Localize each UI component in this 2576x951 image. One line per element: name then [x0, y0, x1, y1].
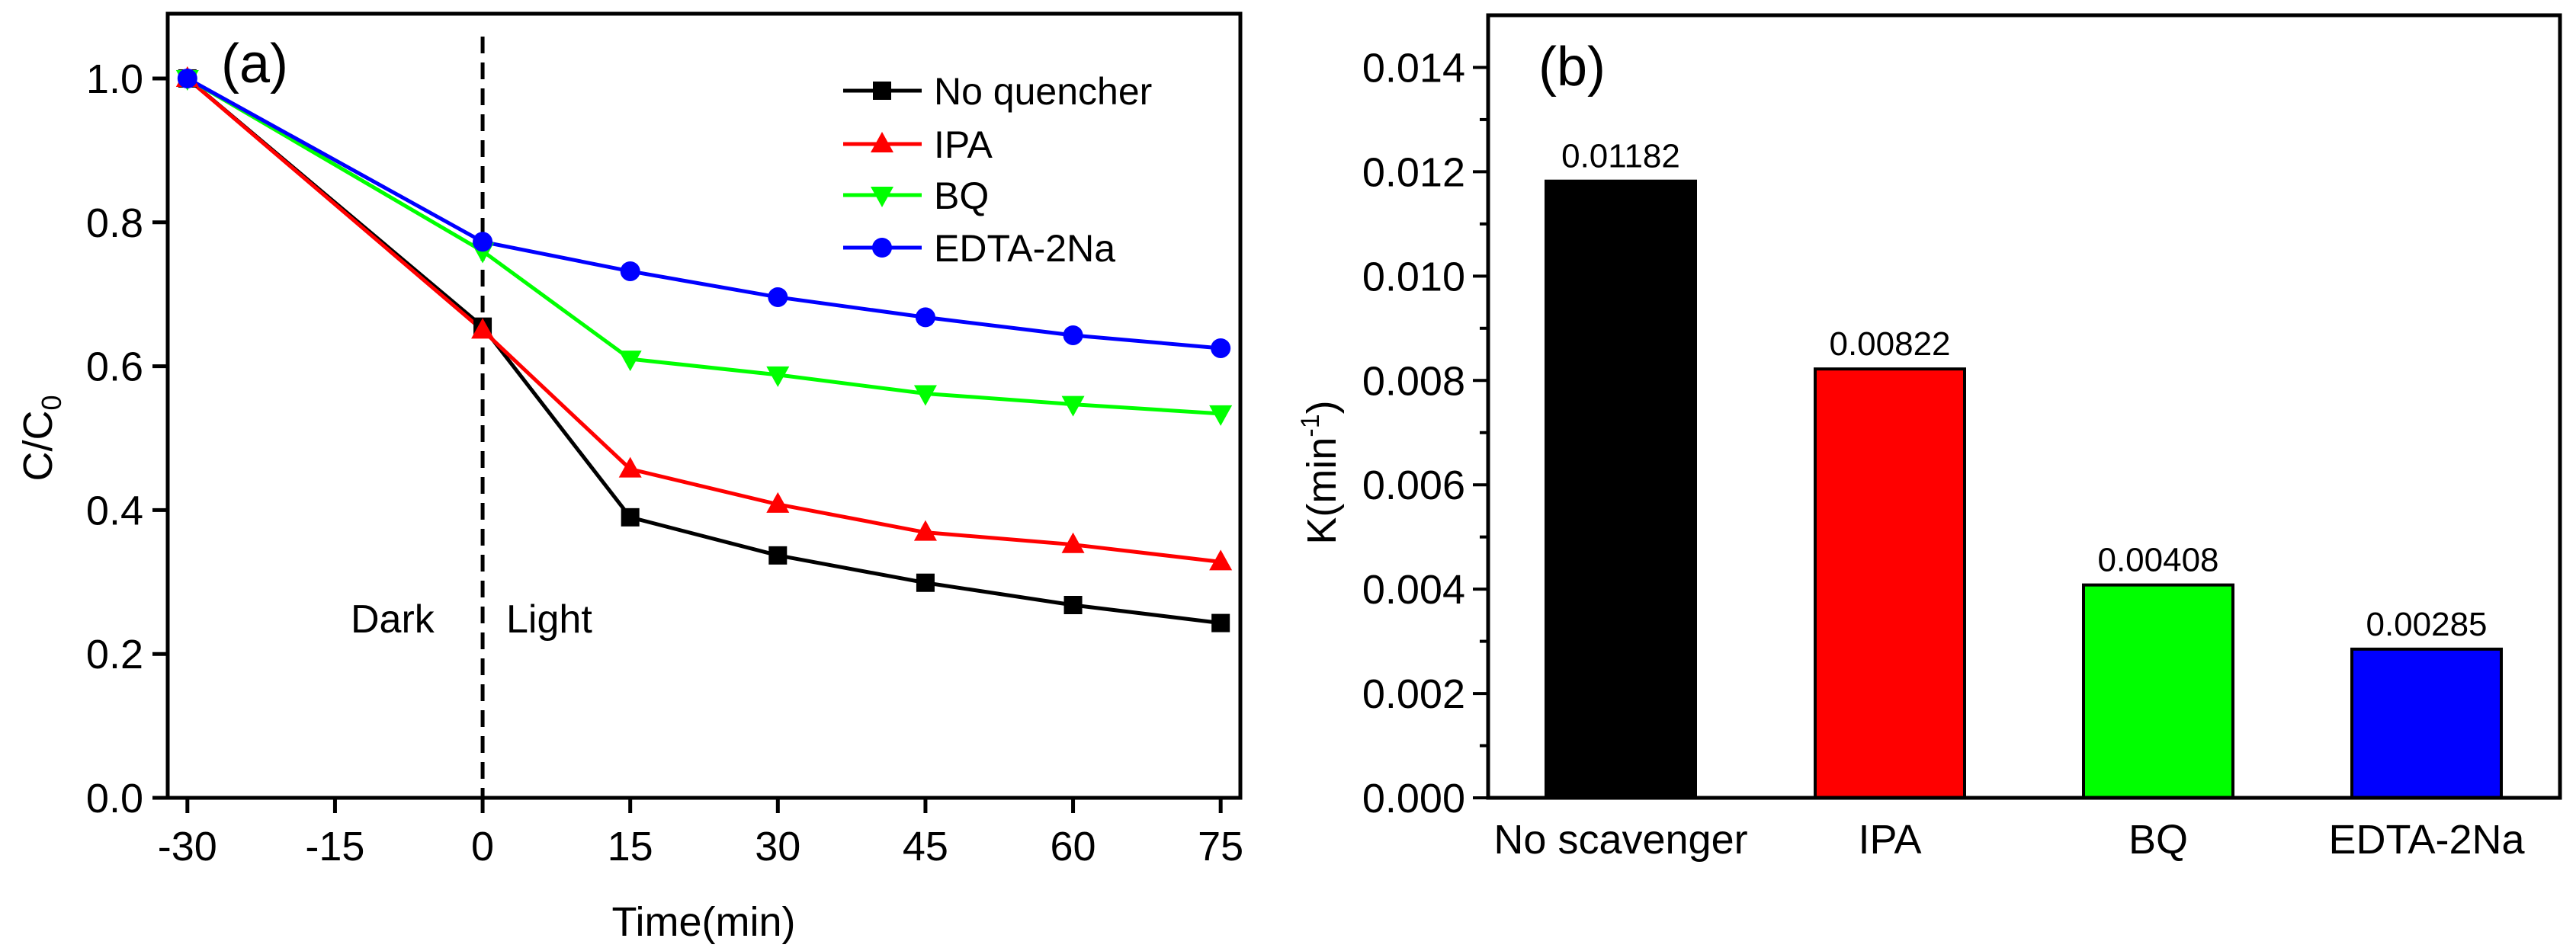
bar-value-label-3: 0.00285 — [2366, 606, 2487, 643]
legend-marker-2 — [871, 187, 893, 207]
x-tick-label: 15 — [608, 824, 653, 869]
y-tick-label: 0.0 — [86, 776, 143, 821]
panel-a-label: (a) — [221, 34, 288, 94]
data-point-2-3 — [766, 366, 790, 387]
data-point-2-2 — [618, 351, 642, 372]
bar-1 — [1814, 367, 1966, 800]
y-tick-label: 0.8 — [86, 200, 143, 246]
x-tick-label: 45 — [903, 824, 948, 869]
x-category-label-2: BQ — [2128, 817, 2188, 863]
legend-label-1: IPA — [934, 123, 993, 166]
data-point-3-4 — [915, 307, 935, 328]
panel-b-ylabel-main: K(min — [1299, 437, 1345, 545]
panel-b-ylabel-close: ) — [1299, 400, 1345, 414]
data-point-2-6 — [1209, 405, 1233, 426]
data-point-2-5 — [1061, 395, 1085, 417]
data-point-3-3 — [768, 287, 788, 307]
light-label: Light — [506, 597, 592, 642]
data-point-1-1 — [471, 318, 495, 339]
data-point-3-1 — [473, 232, 493, 252]
panel-a-ylabel-main: C/C — [15, 411, 61, 482]
data-point-1-2 — [618, 456, 642, 478]
legend-marker-3 — [872, 238, 892, 258]
data-point-2-4 — [913, 385, 937, 406]
series-line-3 — [186, 76, 1221, 351]
bar-value-label-2: 0.00408 — [2097, 542, 2218, 579]
x-tick-label: 60 — [1051, 824, 1096, 869]
y-tick-label: 0.006 — [1362, 463, 1465, 508]
x-tick-label: 75 — [1198, 824, 1243, 869]
x-category-label-1: IPA — [1858, 817, 1921, 863]
y-tick-label: 1.0 — [86, 56, 143, 102]
y-tick-label: 0.014 — [1362, 45, 1465, 91]
x-tick-label: 30 — [755, 824, 800, 869]
y-tick-label: 0.002 — [1362, 671, 1465, 717]
dark-label: Dark — [351, 597, 435, 642]
bar-3 — [2350, 647, 2503, 799]
legend-marker-0 — [873, 82, 891, 100]
panel-a-frame — [165, 11, 1243, 800]
series-line-1 — [186, 77, 1221, 564]
x-tick-label: -30 — [158, 824, 217, 869]
panel-a-ylabel-sub: 0 — [36, 395, 67, 410]
data-point-3-6 — [1211, 338, 1231, 358]
y-tick-label: 0.010 — [1362, 254, 1465, 299]
data-point-0-2 — [621, 508, 640, 527]
data-point-0-4 — [916, 573, 935, 592]
panel-a-xlabel: Time(min) — [612, 899, 796, 945]
x-category-label-0: No scavenger — [1493, 817, 1747, 863]
y-tick-label: 0.012 — [1362, 149, 1465, 195]
panel-b-frame — [1486, 13, 2562, 800]
y-tick-label: 0.008 — [1362, 358, 1465, 404]
panel-b-label: (b) — [1538, 37, 1606, 98]
bar-value-label-0: 0.01182 — [1561, 138, 1680, 175]
y-tick-label: 0.2 — [86, 632, 143, 677]
bar-value-label-1: 0.00822 — [1829, 325, 1950, 363]
data-point-0-3 — [768, 546, 788, 565]
series-line-0 — [186, 77, 1221, 626]
legend-marker-1 — [871, 132, 893, 152]
data-point-0-6 — [1211, 613, 1230, 632]
data-point-1-4 — [913, 520, 937, 541]
y-tick-label: 0.000 — [1362, 776, 1465, 821]
data-point-3-5 — [1063, 325, 1083, 345]
x-tick-label: 0 — [471, 824, 494, 869]
panel-b-ylabel-sup: -1 — [1296, 414, 1325, 437]
data-point-3-0 — [177, 68, 197, 88]
panel-b-ylabel: K(min-1) — [1296, 400, 1345, 544]
panel-a-ylabel: C/C0 — [15, 395, 67, 481]
y-tick-label: 0.4 — [86, 488, 143, 533]
legend-label-0: No quencher — [934, 70, 1152, 113]
bar-0 — [1545, 179, 1697, 799]
data-point-3-2 — [620, 261, 640, 281]
y-tick-label: 0.6 — [86, 344, 143, 390]
data-point-1-5 — [1061, 532, 1085, 553]
legend-label-2: BQ — [934, 175, 989, 217]
x-tick-label: -15 — [305, 824, 364, 869]
data-point-1-6 — [1209, 549, 1233, 571]
panel-a-line-chart: (a) Time(min) C/C0 Dark Light -30 -15 0 15 3… — [15, 11, 1243, 945]
data-point-1-3 — [766, 492, 790, 513]
panel-b-bar-chart: (b) K(min-1) 0.01182 No scavenger 0.00822 I… — [1296, 13, 2562, 863]
y-tick-label: 0.004 — [1362, 567, 1465, 613]
legend-label-3: EDTA-2Na — [934, 227, 1115, 270]
data-point-0-5 — [1063, 595, 1083, 614]
x-category-label-3: EDTA-2Na — [2328, 817, 2525, 863]
bar-2 — [2082, 583, 2234, 799]
